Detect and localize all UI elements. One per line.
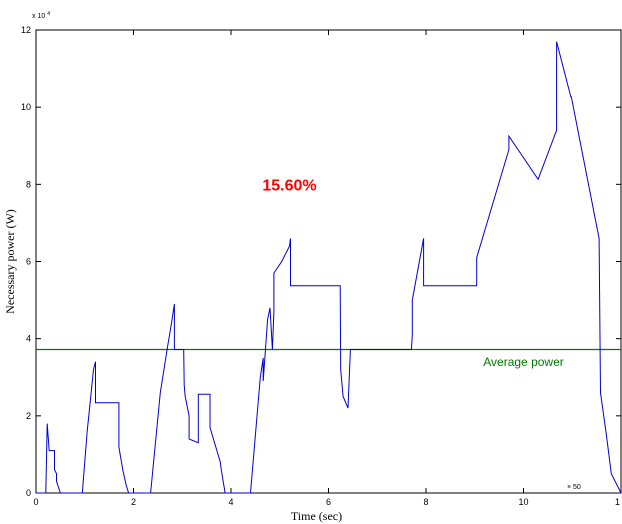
x-tick-label: 0 [33,497,38,507]
axis-tick-labels: 0 2 4 6 8 10 12 0 2 4 6 8 10 1 [21,25,620,507]
y-tick-label: 10 [21,102,31,112]
x-tick-label: 8 [423,497,428,507]
x-tick-label: 6 [326,497,331,507]
y-tick-label: 2 [26,411,31,421]
x-tick-label: 2 [131,497,136,507]
x-tick-label: 1 [615,497,620,507]
x-axis-title: Time (sec) [291,509,342,523]
series-line [36,41,622,494]
y-multiplier-base: x 10 [32,13,45,20]
x-multiplier-label: × 50 [567,484,581,491]
y-tick-label: 8 [26,179,31,189]
y-multiplier-label: x 10 4 [32,11,50,20]
y-tick-label: 0 [26,488,31,498]
x-tick-label: 4 [228,497,233,507]
y-tick-label: 12 [21,25,31,35]
percent-annotation: 15.60% [262,177,316,194]
average-power-annotation: Average power [483,355,564,369]
x-tick-label: 10 [518,497,528,507]
axis-ticks [35,29,622,494]
plot-area [35,29,622,494]
y-axis-title: Necessary power (W) [3,209,17,314]
y-tick-label: 6 [26,257,31,267]
y-multiplier-exponent: 4 [47,11,50,17]
y-tick-label: 4 [26,334,31,344]
